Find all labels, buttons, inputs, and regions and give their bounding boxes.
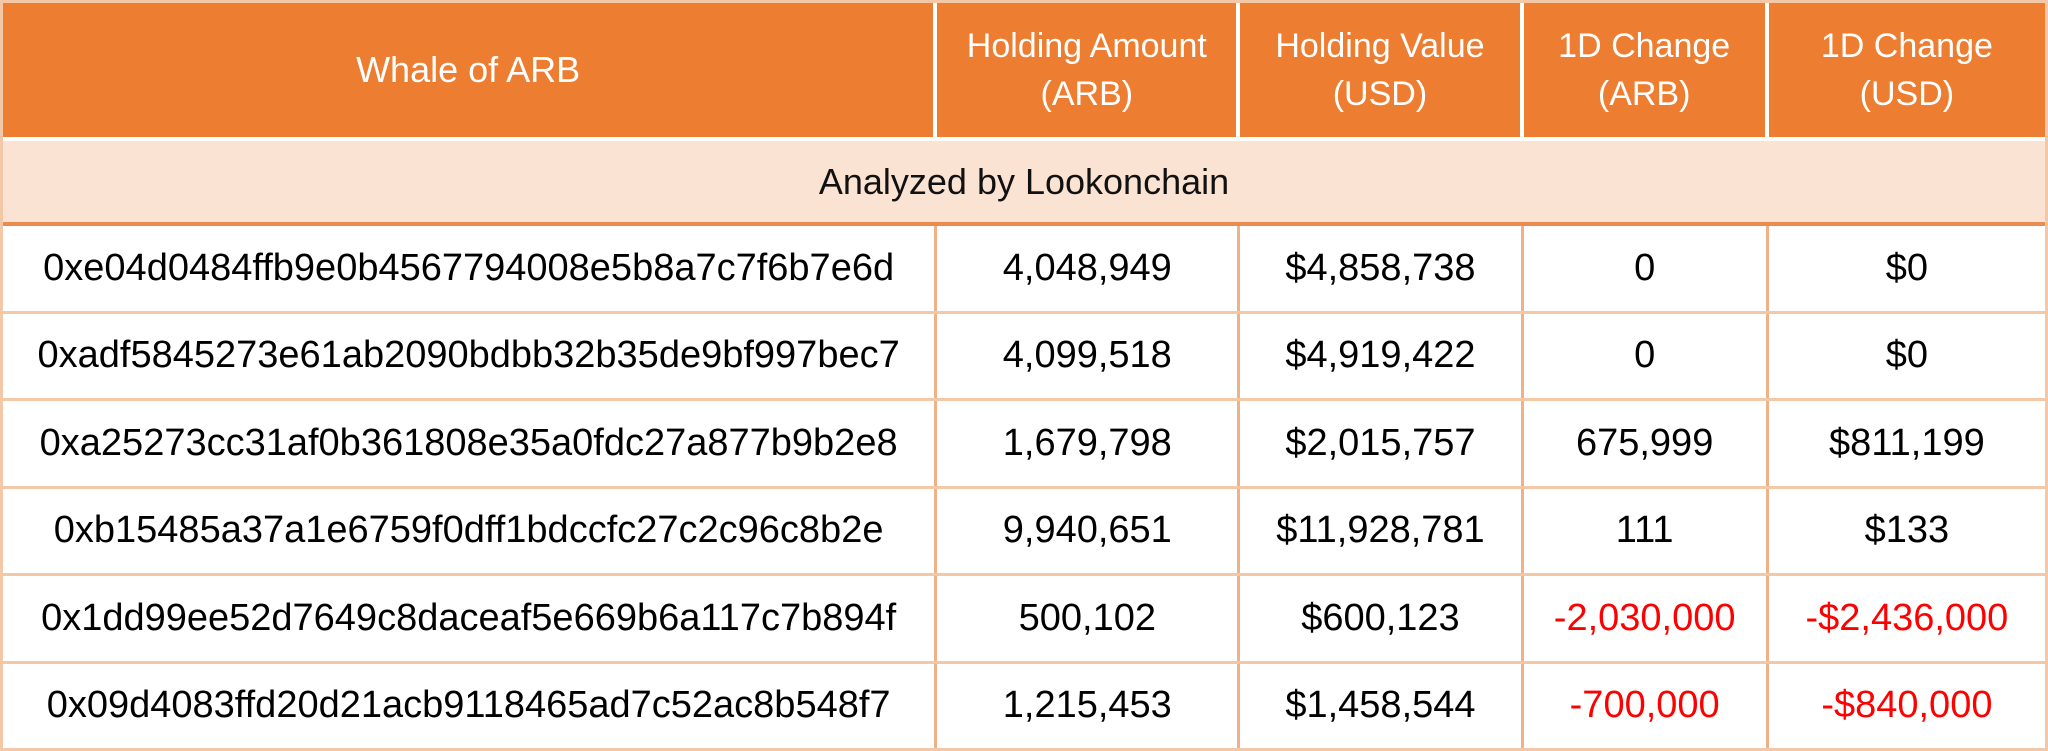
table-row: 0x1dd99ee52d7649c8daceaf5e669b6a117c7b89… — [3, 576, 2045, 664]
header-row: Whale of ARB Holding Amount (ARB) Holdin… — [3, 3, 2045, 141]
change-arb-cell: 0 — [1524, 226, 1769, 311]
col-header-line2: (ARB) — [1040, 75, 1134, 113]
change-arb-cell: -2,030,000 — [1524, 576, 1769, 661]
change-usd-cell: -$840,000 — [1821, 684, 1993, 727]
col-header-holding-amount-arb: Holding Amount (ARB) — [937, 3, 1241, 137]
col-header-line1: 1D Change — [1558, 27, 1731, 65]
col-header-line1: Holding Amount — [966, 27, 1207, 65]
address-cell: 0xadf5845273e61ab2090bdbb32b35de9bf997be… — [3, 313, 938, 398]
holding-amount-cell: 500,102 — [937, 576, 1241, 661]
col-header-line2: (ARB) — [1597, 75, 1691, 113]
analyzed-by-label: Analyzed by Lookonchain — [818, 160, 1230, 202]
change-usd-cell: -$2,436,000 — [1805, 596, 2009, 639]
holding-value-cell: $11,928,781 — [1240, 488, 1524, 573]
table-row: 0xe04d0484ffb9e0b4567794008e5b8a7c7f6b7e… — [3, 226, 2045, 314]
table-row: 0x09d4083ffd20d21acb9118465ad7c52ac8b548… — [3, 663, 2045, 748]
change-arb-cell: 675,999 — [1524, 401, 1769, 486]
col-header-1d-change-arb: 1D Change (ARB) — [1524, 3, 1769, 137]
holding-value-cell: $4,858,738 — [1240, 226, 1524, 311]
change-usd-cell: $811,199 — [1829, 421, 1985, 464]
col-header-line1: Holding Value — [1275, 27, 1485, 65]
table-row: 0xadf5845273e61ab2090bdbb32b35de9bf997be… — [3, 313, 2045, 401]
address-cell: 0xa25273cc31af0b361808e35a0fdc27a877b9b2… — [3, 401, 938, 486]
holding-amount-cell: 4,099,518 — [937, 313, 1241, 398]
address-cell: 0xb15485a37a1e6759f0dff1bdccfc27c2c96c8b… — [3, 488, 938, 573]
holding-value-cell: $1,458,544 — [1240, 663, 1524, 748]
change-usd-cell: $133 — [1864, 509, 1950, 552]
col-header-holding-value-usd: Holding Value (USD) — [1240, 3, 1524, 137]
address-cell: 0xe04d0484ffb9e0b4567794008e5b8a7c7f6b7e… — [3, 226, 938, 311]
change-usd-cell: $0 — [1885, 246, 1929, 289]
holding-amount-cell: 1,679,798 — [937, 401, 1241, 486]
table-title: Whale of ARB — [3, 3, 938, 137]
col-header-1d-change-usd: 1D Change (USD) — [1769, 3, 2045, 137]
subtitle-row: Analyzed by Lookonchain — [3, 141, 2045, 226]
table-row: 0xb15485a37a1e6759f0dff1bdccfc27c2c96c8b… — [3, 488, 2045, 576]
col-header-line2: (USD) — [1859, 75, 1955, 113]
change-usd-cell: $0 — [1885, 334, 1929, 377]
holding-amount-cell: 9,940,651 — [937, 488, 1241, 573]
holding-value-cell: $600,123 — [1240, 576, 1524, 661]
change-arb-cell: 0 — [1524, 313, 1769, 398]
holding-value-cell: $4,919,422 — [1240, 313, 1524, 398]
address-cell: 0x09d4083ffd20d21acb9118465ad7c52ac8b548… — [3, 663, 938, 748]
address-cell: 0x1dd99ee52d7649c8daceaf5e669b6a117c7b89… — [3, 576, 938, 661]
col-header-line1: 1D Change — [1820, 27, 1993, 65]
holding-value-cell: $2,015,757 — [1240, 401, 1524, 486]
table-row: 0xa25273cc31af0b361808e35a0fdc27a877b9b2… — [3, 401, 2045, 489]
holding-amount-cell: 4,048,949 — [937, 226, 1241, 311]
holding-amount-cell: 1,215,453 — [937, 663, 1241, 748]
col-header-line2: (USD) — [1332, 75, 1428, 113]
change-arb-cell: 111 — [1524, 488, 1769, 573]
change-arb-cell: -700,000 — [1524, 663, 1769, 748]
